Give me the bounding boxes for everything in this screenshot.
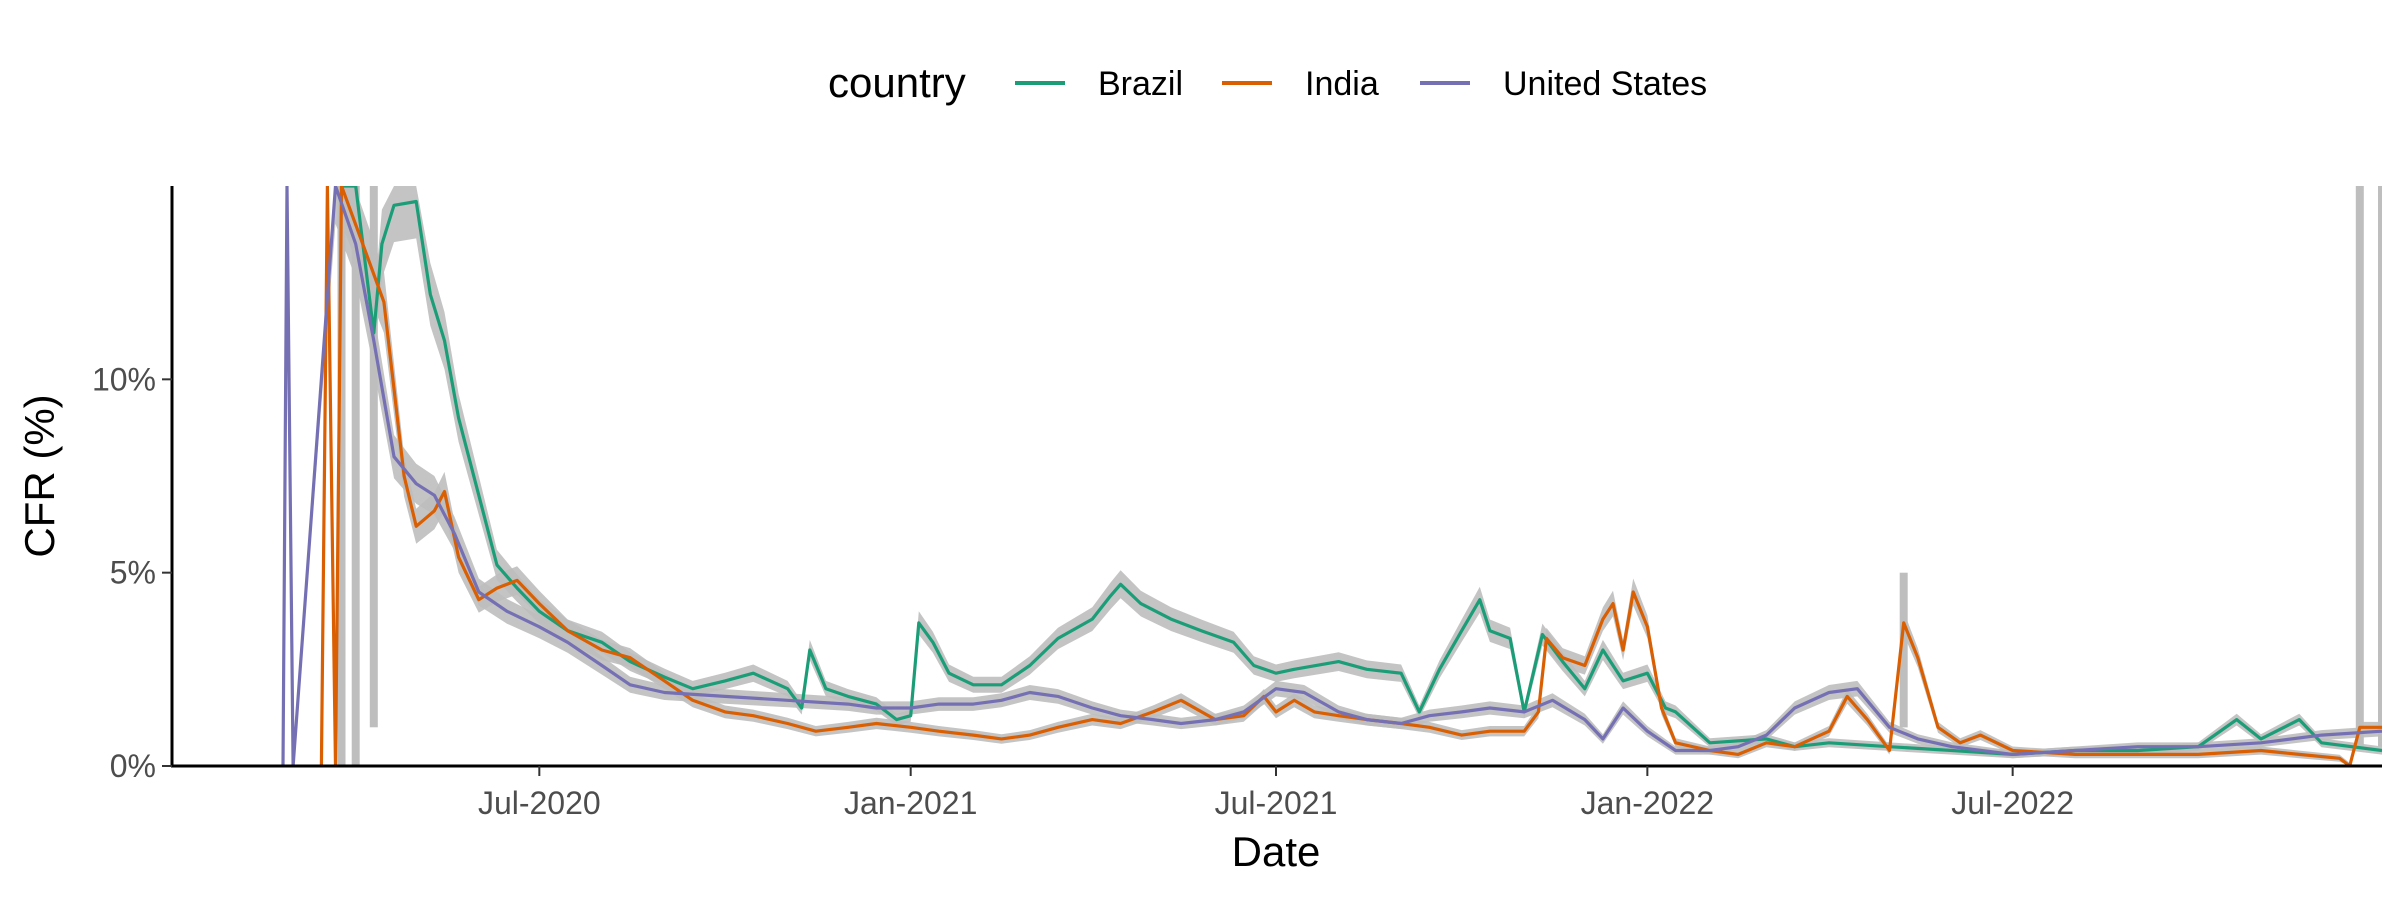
series-line-united-states bbox=[281, 186, 2382, 766]
plot-area bbox=[281, 186, 2382, 766]
ribbon-united-states bbox=[283, 186, 2382, 766]
y-axis-title: CFR (%) bbox=[16, 394, 63, 557]
x-tick-label: Jul-2022 bbox=[1951, 785, 2074, 821]
x-axis-title: Date bbox=[1232, 828, 1321, 875]
x-tick-label: Jul-2020 bbox=[478, 785, 601, 821]
ribbon-spike bbox=[369, 186, 378, 728]
series-line-india bbox=[319, 186, 2382, 766]
y-axis-ticks: 0% 5% 10% bbox=[92, 361, 172, 784]
ribbon-spike bbox=[351, 186, 360, 766]
x-axis-ticks: Jul-2020 Jan-2021 Jul-2021 Jan-2022 Jul-2022 bbox=[478, 766, 2074, 821]
ribbon-spike bbox=[337, 186, 346, 766]
ribbon-spike bbox=[2355, 186, 2364, 747]
legend-title: country bbox=[828, 59, 966, 106]
x-tick-label: Jan-2022 bbox=[1581, 785, 1714, 821]
legend: country Brazil India United States bbox=[828, 59, 1707, 106]
legend-label-brazil: Brazil bbox=[1098, 65, 1183, 103]
legend-label-india: India bbox=[1305, 65, 1379, 103]
legend-label-united-states: United States bbox=[1503, 65, 1707, 103]
ribbon-spike bbox=[1899, 572, 1908, 728]
y-tick-label: 5% bbox=[110, 555, 156, 591]
series-lines bbox=[281, 186, 2382, 766]
axes: 0% 5% 10% Jul-2020 Jan-2021 Jul-2021 Jan-2022… bbox=[92, 186, 2382, 821]
y-tick-label: 0% bbox=[110, 748, 156, 784]
x-tick-label: Jan-2021 bbox=[844, 785, 977, 821]
y-tick-label: 10% bbox=[92, 361, 156, 397]
ribbon-spike bbox=[2378, 186, 2382, 747]
confidence-ribbons bbox=[283, 186, 2382, 766]
x-tick-label: Jul-2021 bbox=[1215, 785, 1338, 821]
